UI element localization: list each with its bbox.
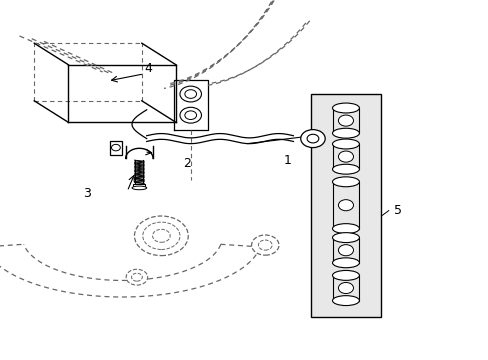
Circle shape [111,144,120,151]
Text: 4: 4 [144,62,152,75]
Ellipse shape [332,177,359,187]
Ellipse shape [332,139,359,149]
Circle shape [338,245,353,256]
Ellipse shape [332,128,359,138]
Circle shape [184,90,196,98]
Polygon shape [110,141,122,155]
Ellipse shape [332,258,359,268]
Bar [133,184,145,188]
Circle shape [152,229,170,242]
Ellipse shape [332,233,359,243]
Circle shape [306,134,318,143]
Circle shape [134,216,188,256]
Bar [310,94,381,317]
Circle shape [142,222,180,249]
Ellipse shape [332,296,359,306]
Circle shape [126,269,147,285]
Text: 5: 5 [393,204,401,217]
Circle shape [180,107,201,123]
Ellipse shape [332,224,359,234]
Circle shape [180,86,201,102]
Circle shape [338,283,353,293]
Circle shape [184,111,196,120]
Circle shape [131,273,142,281]
Text: 1: 1 [283,154,291,167]
Ellipse shape [332,164,359,174]
Circle shape [258,240,271,250]
Ellipse shape [332,270,359,280]
Text: 2: 2 [183,157,191,170]
Text: 3: 3 [83,187,91,200]
Circle shape [338,200,353,211]
Circle shape [338,115,353,126]
Ellipse shape [332,103,359,113]
Circle shape [338,151,353,162]
Ellipse shape [132,186,146,190]
Circle shape [251,235,278,255]
Circle shape [300,130,325,148]
